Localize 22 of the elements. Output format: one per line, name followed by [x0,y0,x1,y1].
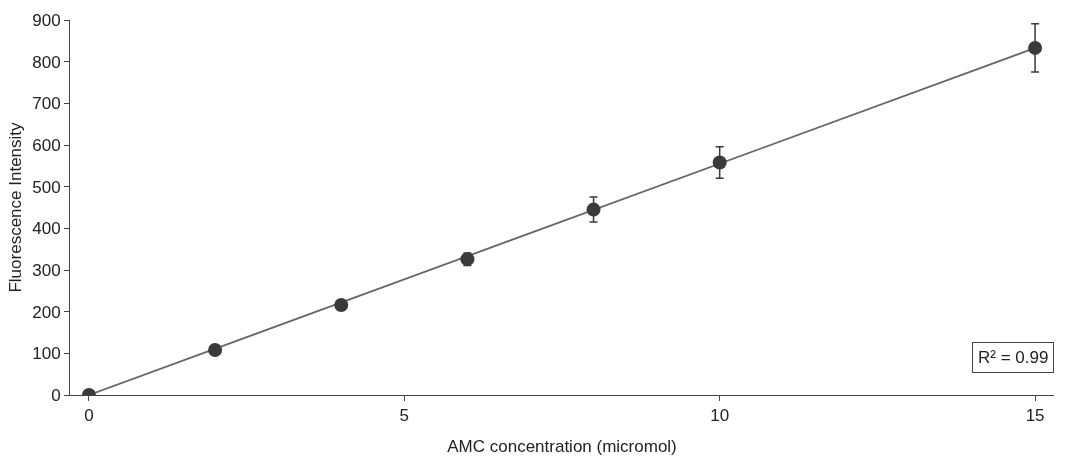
y-tick-label: 500 [32,177,61,197]
y-tick-label: 300 [32,260,61,280]
y-tick-label: 800 [32,52,61,72]
x-axis-title: AMC concentration (micromol) [447,436,677,456]
x-tick-label: 5 [399,406,410,426]
y-tick-label: 900 [32,10,61,30]
y-tick-label: 100 [32,344,61,364]
point [586,202,601,217]
y-tick-label: 700 [32,94,61,114]
point [334,298,349,312]
annotation: R² = 0.99 [978,348,1049,367]
x-tick-label: 10 [710,406,730,426]
y-tick-label: 600 [32,135,61,155]
y-tick-label: 400 [32,219,61,239]
x-tick-label: 0 [84,406,94,426]
y-axis-title: Fluorescence Intensity [5,121,25,293]
y-tick-label: 200 [32,302,61,322]
point [208,343,223,357]
point [1028,40,1043,55]
point [712,155,727,170]
y-tick-label: 0 [51,385,61,405]
x-tick-label: 15 [1025,406,1045,426]
